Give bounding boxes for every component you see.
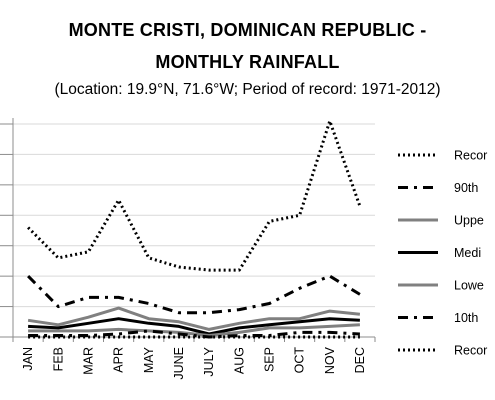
x-tick-label: NOV [323,346,337,374]
series-line-0 [27,119,362,272]
x-tick-label: APR [112,347,126,373]
series-lines [27,119,362,339]
x-tick-label: JAN [21,347,35,371]
x-tick-label: AUG [232,347,246,374]
series-line-1 [27,274,361,315]
x-tick-label: SEP [262,347,276,372]
x-tick-label: JUNE [172,347,186,380]
series-line-3 [28,317,360,336]
legend-label: 90th [454,181,478,195]
x-tick-label: JULY [202,346,216,376]
legend: Recor 90th Uppe Medi Lowe 10th Recor [398,149,487,358]
legend-label: Recor [454,344,487,358]
series-line-2 [27,306,361,331]
legend-label: Lowe [454,279,484,293]
legend-label: 10th [454,311,478,325]
x-tick-labels: JAN FEB MAR APR MAY JUNE JULY AUG SEP OCT NOV DEC [21,346,367,379]
chart-title-line-1: MONTE CRISTI, DOMINICAN REPUBLIC - [68,20,427,40]
legend-label: Medi [454,246,481,260]
chart-subtitle: (Location: 19.9°N, 71.6°W; Period of rec… [54,81,441,98]
x-tick-label: MAR [81,347,95,375]
legend-label: Recor [454,149,487,163]
x-tick-label: DEC [353,347,367,373]
chart-title-line-2: MONTHLY RAINFALL [155,52,340,72]
x-tick-label: OCT [293,347,307,374]
legend-label: Uppe [454,214,484,228]
grid-lines [13,123,375,308]
series-line-4 [28,323,360,337]
x-tick-label: FEB [51,347,65,371]
x-tick-label: MAY [142,346,156,373]
